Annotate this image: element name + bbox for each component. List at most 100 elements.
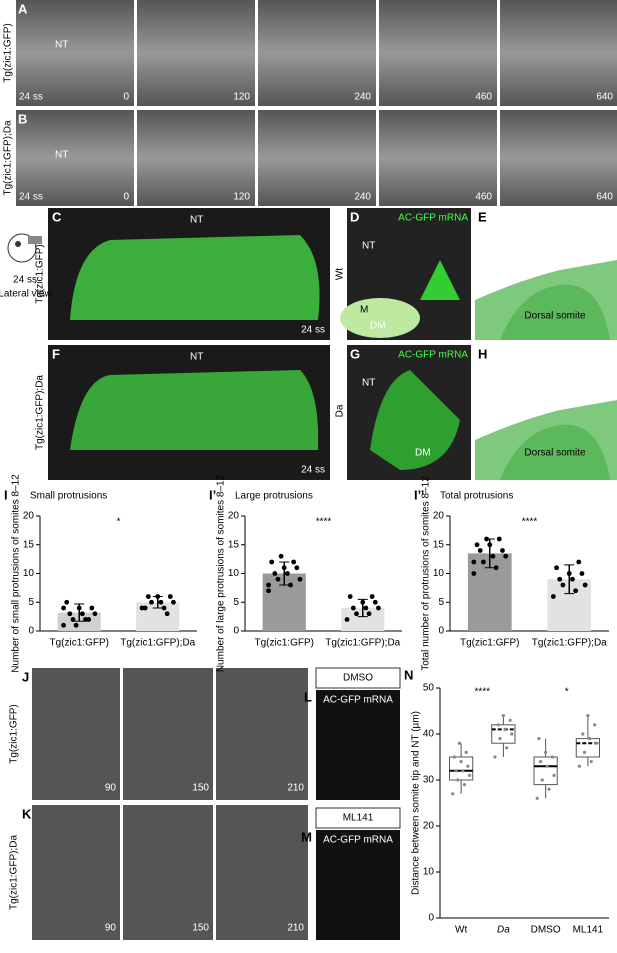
time-label: 460	[475, 92, 492, 103]
data-point	[484, 536, 489, 542]
x-tick-label: DMSO	[531, 925, 561, 936]
chart-title: Large protrusions	[235, 491, 313, 502]
y-tick-label: 10	[23, 568, 35, 579]
data-point	[155, 594, 161, 599]
nt-label: NT	[55, 150, 68, 161]
data-point	[560, 582, 566, 588]
stage-label: 24 ss	[19, 92, 43, 103]
data-point	[269, 559, 275, 565]
data-point	[350, 605, 356, 611]
panel-header: DMSO	[343, 673, 373, 684]
x-tick-label: Tg(zic1:GFP)	[50, 638, 109, 649]
x-tick-label: Tg(zic1:GFP);Da	[325, 638, 400, 649]
stage-label: 24 ss	[13, 275, 37, 286]
time-label: 240	[354, 192, 371, 203]
data-point	[372, 599, 378, 605]
panel-label: L	[304, 689, 312, 704]
data-point	[161, 605, 167, 611]
data-point	[508, 718, 512, 722]
y-tick-label: 40	[423, 729, 435, 740]
data-point	[579, 571, 585, 576]
data-point	[344, 617, 350, 622]
time-label: 240	[354, 92, 371, 103]
bar	[341, 608, 385, 631]
nt-label: NT	[362, 378, 375, 389]
bar	[57, 612, 101, 631]
data-point	[582, 750, 587, 755]
stage-label: 24 ss	[301, 325, 325, 336]
data-point	[573, 588, 579, 594]
time-label: 0	[123, 192, 129, 203]
box	[575, 738, 600, 758]
data-point	[496, 536, 502, 542]
time-label: 640	[596, 192, 613, 203]
y-tick-label: 0	[28, 626, 34, 637]
panel-label: K	[22, 806, 32, 821]
y-tick-label: 20	[23, 511, 35, 522]
significance: ****	[474, 687, 490, 698]
side-label: Tg(zic1:GFP);Da	[9, 835, 20, 910]
data-point	[291, 559, 297, 565]
data-point	[537, 737, 541, 741]
data-point	[535, 796, 539, 801]
y-tick-label: 20	[228, 511, 240, 522]
x-tick-label: ML141	[573, 925, 604, 936]
y-axis-label: Total number of protrusions of somites 8…	[421, 476, 432, 671]
somite-label: Dorsal somite	[524, 448, 586, 459]
data-point	[498, 737, 502, 741]
side-label: Wt	[335, 268, 346, 280]
x-tick-label: Tg(zic1:GFP)	[460, 638, 519, 649]
data-point	[73, 622, 79, 628]
x-tick-label: Da	[497, 925, 510, 936]
data-point	[594, 741, 598, 745]
data-point	[461, 769, 465, 773]
nt-label: NT	[190, 215, 203, 226]
data-point	[554, 565, 559, 571]
y-tick-label: 15	[433, 539, 445, 550]
nt-label: NT	[55, 40, 68, 51]
data-point	[288, 582, 293, 588]
data-point	[538, 760, 543, 764]
data-point	[547, 787, 551, 791]
time-label: 460	[475, 192, 492, 203]
stage-label: 24 ss	[19, 192, 43, 203]
x-tick-label: Tg(zic1:GFP);Da	[120, 638, 195, 649]
data-point	[86, 617, 92, 622]
data-point	[566, 571, 572, 576]
data-point	[79, 611, 85, 617]
y-tick-label: 10	[433, 568, 445, 579]
data-point	[167, 594, 173, 599]
data-point	[552, 773, 556, 778]
x-tick-label: Tg(zic1:GFP);Da	[532, 638, 607, 649]
panel-label: J	[22, 669, 29, 684]
data-point	[570, 576, 575, 582]
nt-label: NT	[362, 241, 375, 252]
side-label: Tg(zic1:GFP);Da	[35, 375, 46, 450]
data-point	[275, 576, 281, 582]
time-label: 150	[192, 783, 209, 794]
panel-label: A	[18, 1, 28, 16]
y-tick-label: 20	[423, 821, 435, 832]
data-point	[586, 714, 590, 718]
data-point	[266, 588, 271, 594]
data-point	[61, 605, 66, 611]
time-label: 640	[596, 92, 613, 103]
view-label: Lateral view	[0, 289, 52, 300]
data-point	[64, 599, 70, 605]
panel-title: AC-GFP mRNA	[323, 695, 393, 706]
data-point	[459, 760, 463, 764]
panel-title: AC-GFP mRNA	[323, 835, 393, 846]
x-tick-label: Tg(zic1:GFP)	[255, 638, 314, 649]
data-point	[272, 571, 278, 576]
data-point	[501, 714, 505, 718]
data-point	[550, 755, 554, 759]
data-point	[347, 594, 353, 599]
significance: *	[117, 517, 121, 528]
panel-label: G	[350, 346, 360, 361]
data-point	[477, 548, 483, 553]
panel-label: C	[52, 209, 62, 224]
panel-label: D	[350, 209, 359, 224]
time-label: 120	[233, 92, 250, 103]
data-point	[145, 594, 151, 599]
data-point	[490, 553, 496, 559]
